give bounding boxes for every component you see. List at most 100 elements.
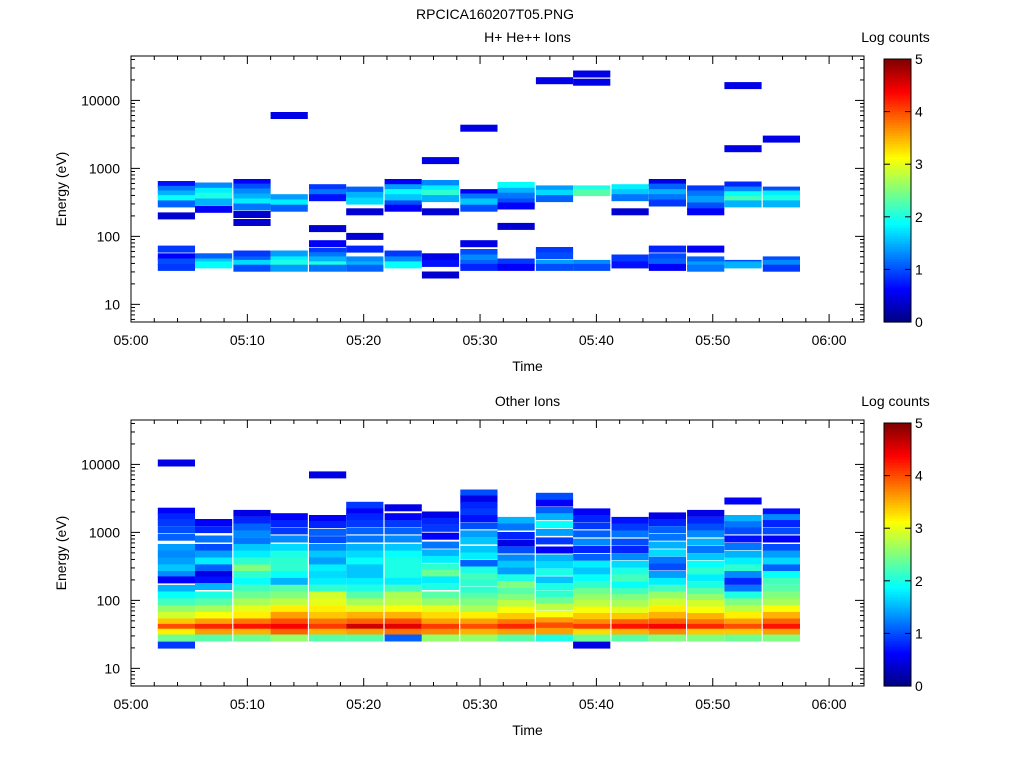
heatmap-cell [346, 598, 384, 606]
colorbar-segment [884, 570, 911, 574]
heatmap-cell [346, 197, 384, 205]
colorbar-segment [884, 633, 911, 637]
heatmap-cell [460, 254, 498, 262]
y-tick-label: 1000 [89, 524, 120, 540]
heatmap-cell [195, 187, 233, 195]
heatmap-cell [421, 569, 460, 577]
heatmap-cell [497, 546, 535, 554]
colorbar-label: Log counts [861, 29, 930, 45]
heatmap-cell [535, 189, 574, 197]
heatmap-cell [573, 553, 611, 561]
heatmap-cell [724, 181, 762, 189]
colorbar-segment [884, 219, 911, 223]
heatmap-cell [157, 200, 195, 208]
heatmap-cell [573, 588, 611, 595]
colorbar-segment [884, 287, 911, 292]
heatmap-cell [762, 598, 800, 606]
heatmap-cell [421, 555, 460, 563]
heatmap-cell [270, 520, 308, 527]
heatmap-cell [195, 253, 233, 261]
heatmap-cell [724, 591, 762, 599]
colorbar-segment [884, 293, 911, 297]
heatmap-cell [497, 539, 535, 547]
heatmap-cell [346, 191, 384, 199]
heatmap-cell [309, 577, 347, 585]
heatmap-cell [687, 594, 725, 602]
colorbar-segment [884, 266, 911, 270]
heatmap-cell [309, 256, 347, 264]
colorbar-segment [884, 111, 911, 115]
heatmap-cell [573, 560, 611, 568]
heatmap-cell [648, 519, 686, 526]
heatmap-cell [421, 618, 460, 626]
heatmap-cell [497, 581, 535, 589]
heatmap-cell [611, 553, 649, 561]
heatmap-cell [421, 598, 460, 606]
heatmap-cell [573, 594, 611, 602]
heatmap-cell [460, 605, 498, 613]
heatmap-cell [497, 222, 535, 230]
heatmap-cell [309, 528, 347, 536]
heatmap-cell [157, 245, 195, 253]
x-tick-label: 05:50 [695, 332, 730, 348]
heatmap-cell [724, 261, 762, 269]
colorbar-segment [884, 172, 911, 176]
heatmap-cell [233, 564, 271, 572]
heatmap-cell [384, 535, 422, 543]
heatmap-cell [157, 459, 195, 467]
colorbar-segment [884, 285, 911, 289]
heatmap-cell [497, 192, 535, 200]
heatmap-cell [233, 198, 271, 206]
heatmap-cell [535, 634, 574, 642]
heatmap-cell [762, 577, 800, 585]
colorbar-segment [884, 95, 911, 100]
x-tick-label: 06:00 [812, 696, 847, 712]
heatmap-cell [497, 588, 535, 595]
heatmap-cell [535, 499, 574, 507]
heatmap-cell [270, 544, 308, 551]
heatmap-cell [346, 264, 384, 272]
heatmap-cell [573, 581, 611, 589]
colorbar-segment [884, 646, 911, 650]
heatmap-cell [724, 550, 762, 558]
colorbar-segment [884, 82, 911, 86]
heatmap-cell [497, 263, 535, 271]
heatmap-cell [157, 212, 195, 220]
heatmap-cell [648, 183, 686, 191]
heatmap-cell [460, 508, 498, 516]
heatmap-cell [687, 546, 725, 553]
heatmap-cell [421, 623, 460, 631]
colorbar-segment [884, 512, 911, 516]
heatmap-cell [157, 263, 195, 271]
heatmap-cell [724, 543, 762, 550]
colorbar-segment [884, 609, 911, 613]
colorbar-segment [884, 185, 911, 189]
colorbar-segment [884, 264, 911, 268]
heatmap-cell [195, 598, 233, 606]
y-tick-label: 10 [104, 296, 120, 312]
heatmap-cell [648, 623, 686, 631]
heatmap-cell [648, 605, 686, 613]
heatmap-cell [497, 560, 535, 568]
colorbar-segment [884, 517, 911, 521]
colorbar-segment [884, 567, 911, 571]
heatmap-cell [573, 185, 611, 193]
heatmap-cell [762, 564, 800, 572]
heatmap-cell [309, 628, 347, 636]
heatmap-cell [195, 535, 233, 543]
heatmap-cell [157, 557, 195, 565]
colorbar-segment [884, 515, 911, 519]
x-axis-label: Time [512, 358, 543, 374]
heatmap-cell [309, 611, 347, 619]
colorbar-segment [884, 470, 911, 474]
heatmap-cell [460, 193, 498, 201]
colorbar-segment [884, 74, 911, 79]
heatmap-cell [270, 571, 308, 578]
heatmap-cell [309, 515, 347, 522]
colorbar-segment [884, 462, 911, 466]
heatmap-cell [233, 203, 271, 211]
colorbar-segment [884, 158, 911, 163]
y-tick-label: 10 [104, 660, 120, 676]
heatmap-cell [724, 564, 762, 572]
colorbar-segment [884, 106, 911, 110]
